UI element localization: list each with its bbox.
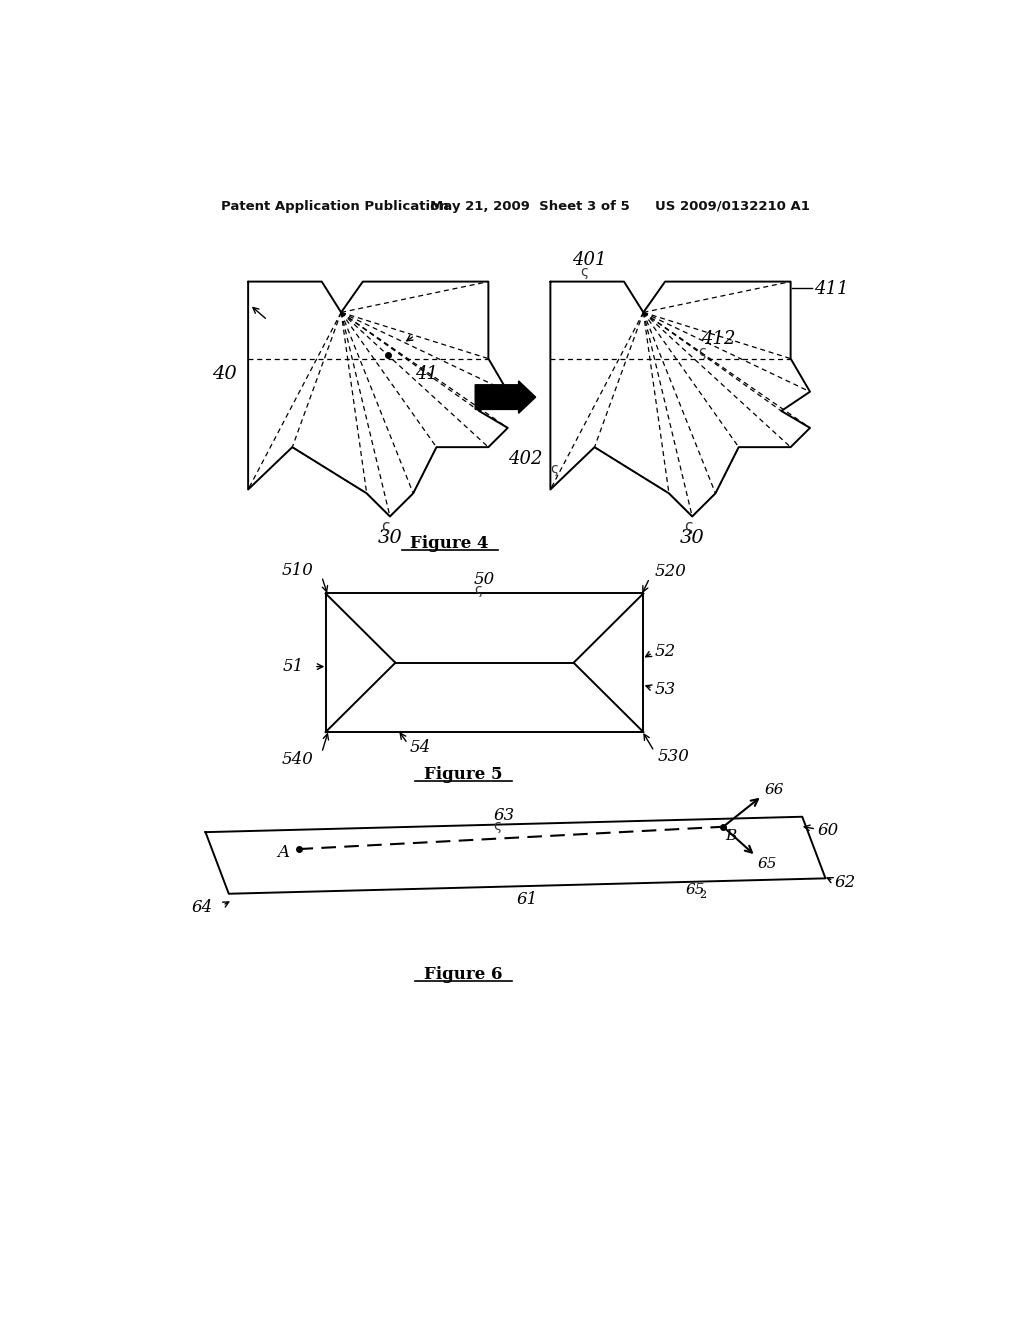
Text: 60: 60 [818,822,839,840]
Text: 66: 66 [764,783,783,797]
Text: 64: 64 [193,899,213,916]
Text: 412: 412 [701,330,736,348]
Text: ς: ς [474,582,482,597]
Text: Figure 4: Figure 4 [411,535,488,552]
Text: ς: ς [494,818,502,833]
Text: A: A [278,845,289,862]
Text: ς: ς [698,346,707,359]
Text: 540: 540 [283,751,314,767]
Text: 401: 401 [571,251,606,269]
Text: 65: 65 [758,857,777,871]
Text: 41: 41 [415,366,437,383]
Text: Figure 5: Figure 5 [424,766,502,783]
Text: 65: 65 [686,883,706,896]
Text: 62: 62 [835,874,856,891]
Text: 61: 61 [516,891,538,908]
Text: B: B [726,829,737,843]
Text: Figure 6: Figure 6 [424,966,502,983]
Text: 510: 510 [283,562,314,579]
Text: May 21, 2009  Sheet 3 of 5: May 21, 2009 Sheet 3 of 5 [430,199,630,213]
Text: 51: 51 [283,659,304,675]
Text: Patent Application Publication: Patent Application Publication [221,199,449,213]
Text: 411: 411 [814,280,848,298]
Text: 53: 53 [655,681,676,698]
Text: ς: ς [382,519,390,535]
Text: US 2009/0132210 A1: US 2009/0132210 A1 [655,199,810,213]
Text: 54: 54 [410,739,430,756]
Text: 52: 52 [655,643,676,660]
Text: ς: ς [684,519,693,535]
Text: ς: ς [550,462,558,475]
Text: 30: 30 [680,529,705,546]
Text: 40: 40 [212,366,237,383]
Text: 63: 63 [494,807,514,824]
Text: 520: 520 [655,564,687,581]
FancyArrow shape [475,381,536,413]
Text: 50: 50 [474,572,496,589]
Text: 30: 30 [378,529,402,546]
Text: 2: 2 [699,890,707,899]
Text: 530: 530 [657,748,689,766]
Text: 402: 402 [508,450,543,467]
Text: ς: ς [581,264,589,279]
